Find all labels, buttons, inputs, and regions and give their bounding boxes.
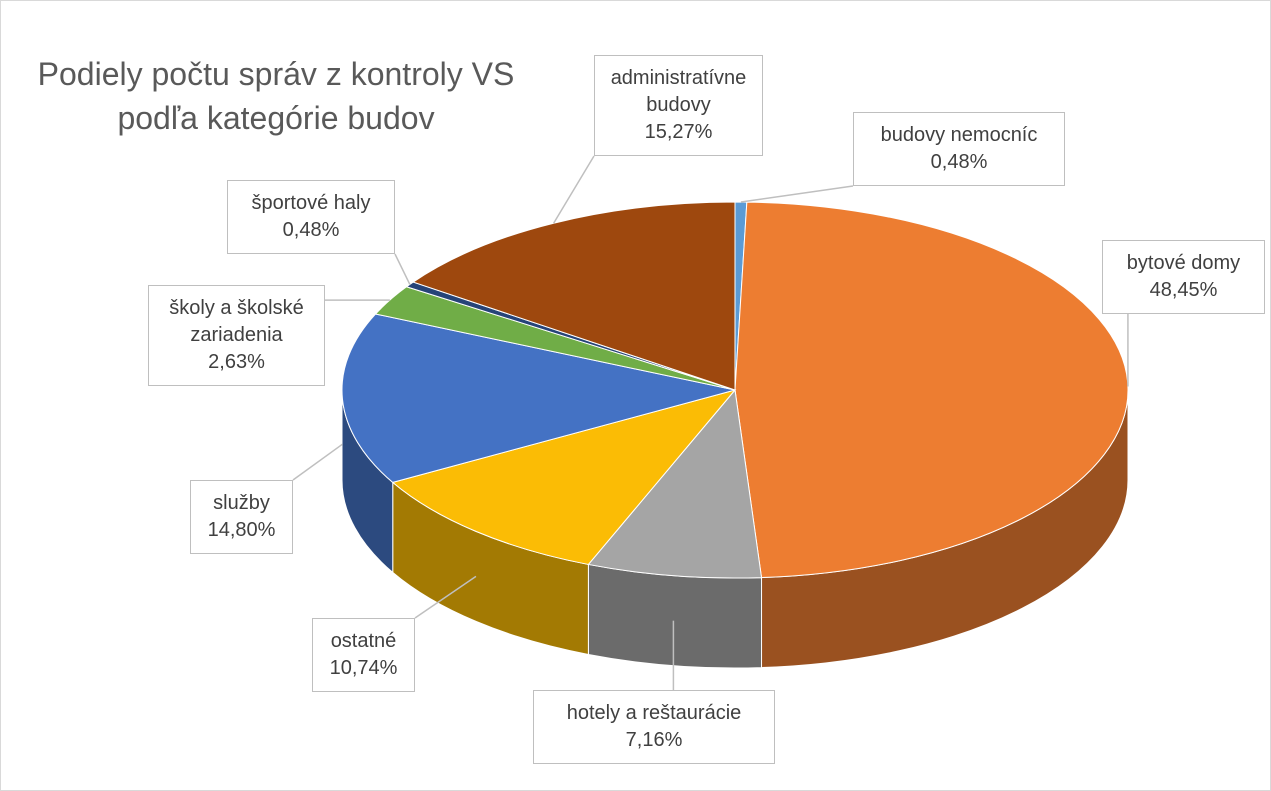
chart-title: Podiely počtu správ z kontroly VS podľa … <box>37 56 515 136</box>
label-value: 14,80% <box>207 519 276 541</box>
slice-side <box>587 563 763 669</box>
label-category: budovy nemocníc <box>880 124 1038 146</box>
label-category: ostatné <box>330 630 397 652</box>
leader-line <box>414 575 477 619</box>
data-label: ostatné 10,74% <box>312 618 415 692</box>
data-label: bytové domy 48,45% <box>1102 240 1265 314</box>
slice <box>734 201 1129 579</box>
data-label: športové haly 0,48% <box>227 180 395 254</box>
label-value: 10,74% <box>329 657 398 679</box>
label-value: 7,16% <box>625 729 683 751</box>
data-label: budovy nemocníc 0,48% <box>853 112 1065 186</box>
leader-line <box>740 185 854 203</box>
label-category: administratívne budovy <box>610 67 747 116</box>
data-label: hotely a reštaurácie 7,16% <box>533 690 775 764</box>
data-label: školy a školské zariadenia 2,63% <box>148 285 325 386</box>
label-category: služby <box>213 492 270 514</box>
label-value: 15,27% <box>644 121 713 143</box>
leader-line <box>292 443 343 481</box>
slice <box>587 388 763 579</box>
slice <box>412 201 736 391</box>
label-value: 2,63% <box>208 351 265 373</box>
leader-line <box>552 155 595 224</box>
label-value: 48,45% <box>1149 279 1218 301</box>
slice <box>341 313 736 483</box>
data-label: služby 14,80% <box>190 480 293 554</box>
label-category: bytové domy <box>1126 252 1241 274</box>
label-value: 0,48% <box>930 151 988 173</box>
label-value: 0,48% <box>282 219 340 241</box>
label-category: hotely a reštaurácie <box>566 702 742 724</box>
leader-line <box>394 253 411 285</box>
label-category: športové haly <box>251 192 371 214</box>
data-label: administratívne budovy 15,27% <box>594 55 763 156</box>
slice <box>391 389 737 565</box>
label-category: školy a školské zariadenia <box>169 297 304 346</box>
